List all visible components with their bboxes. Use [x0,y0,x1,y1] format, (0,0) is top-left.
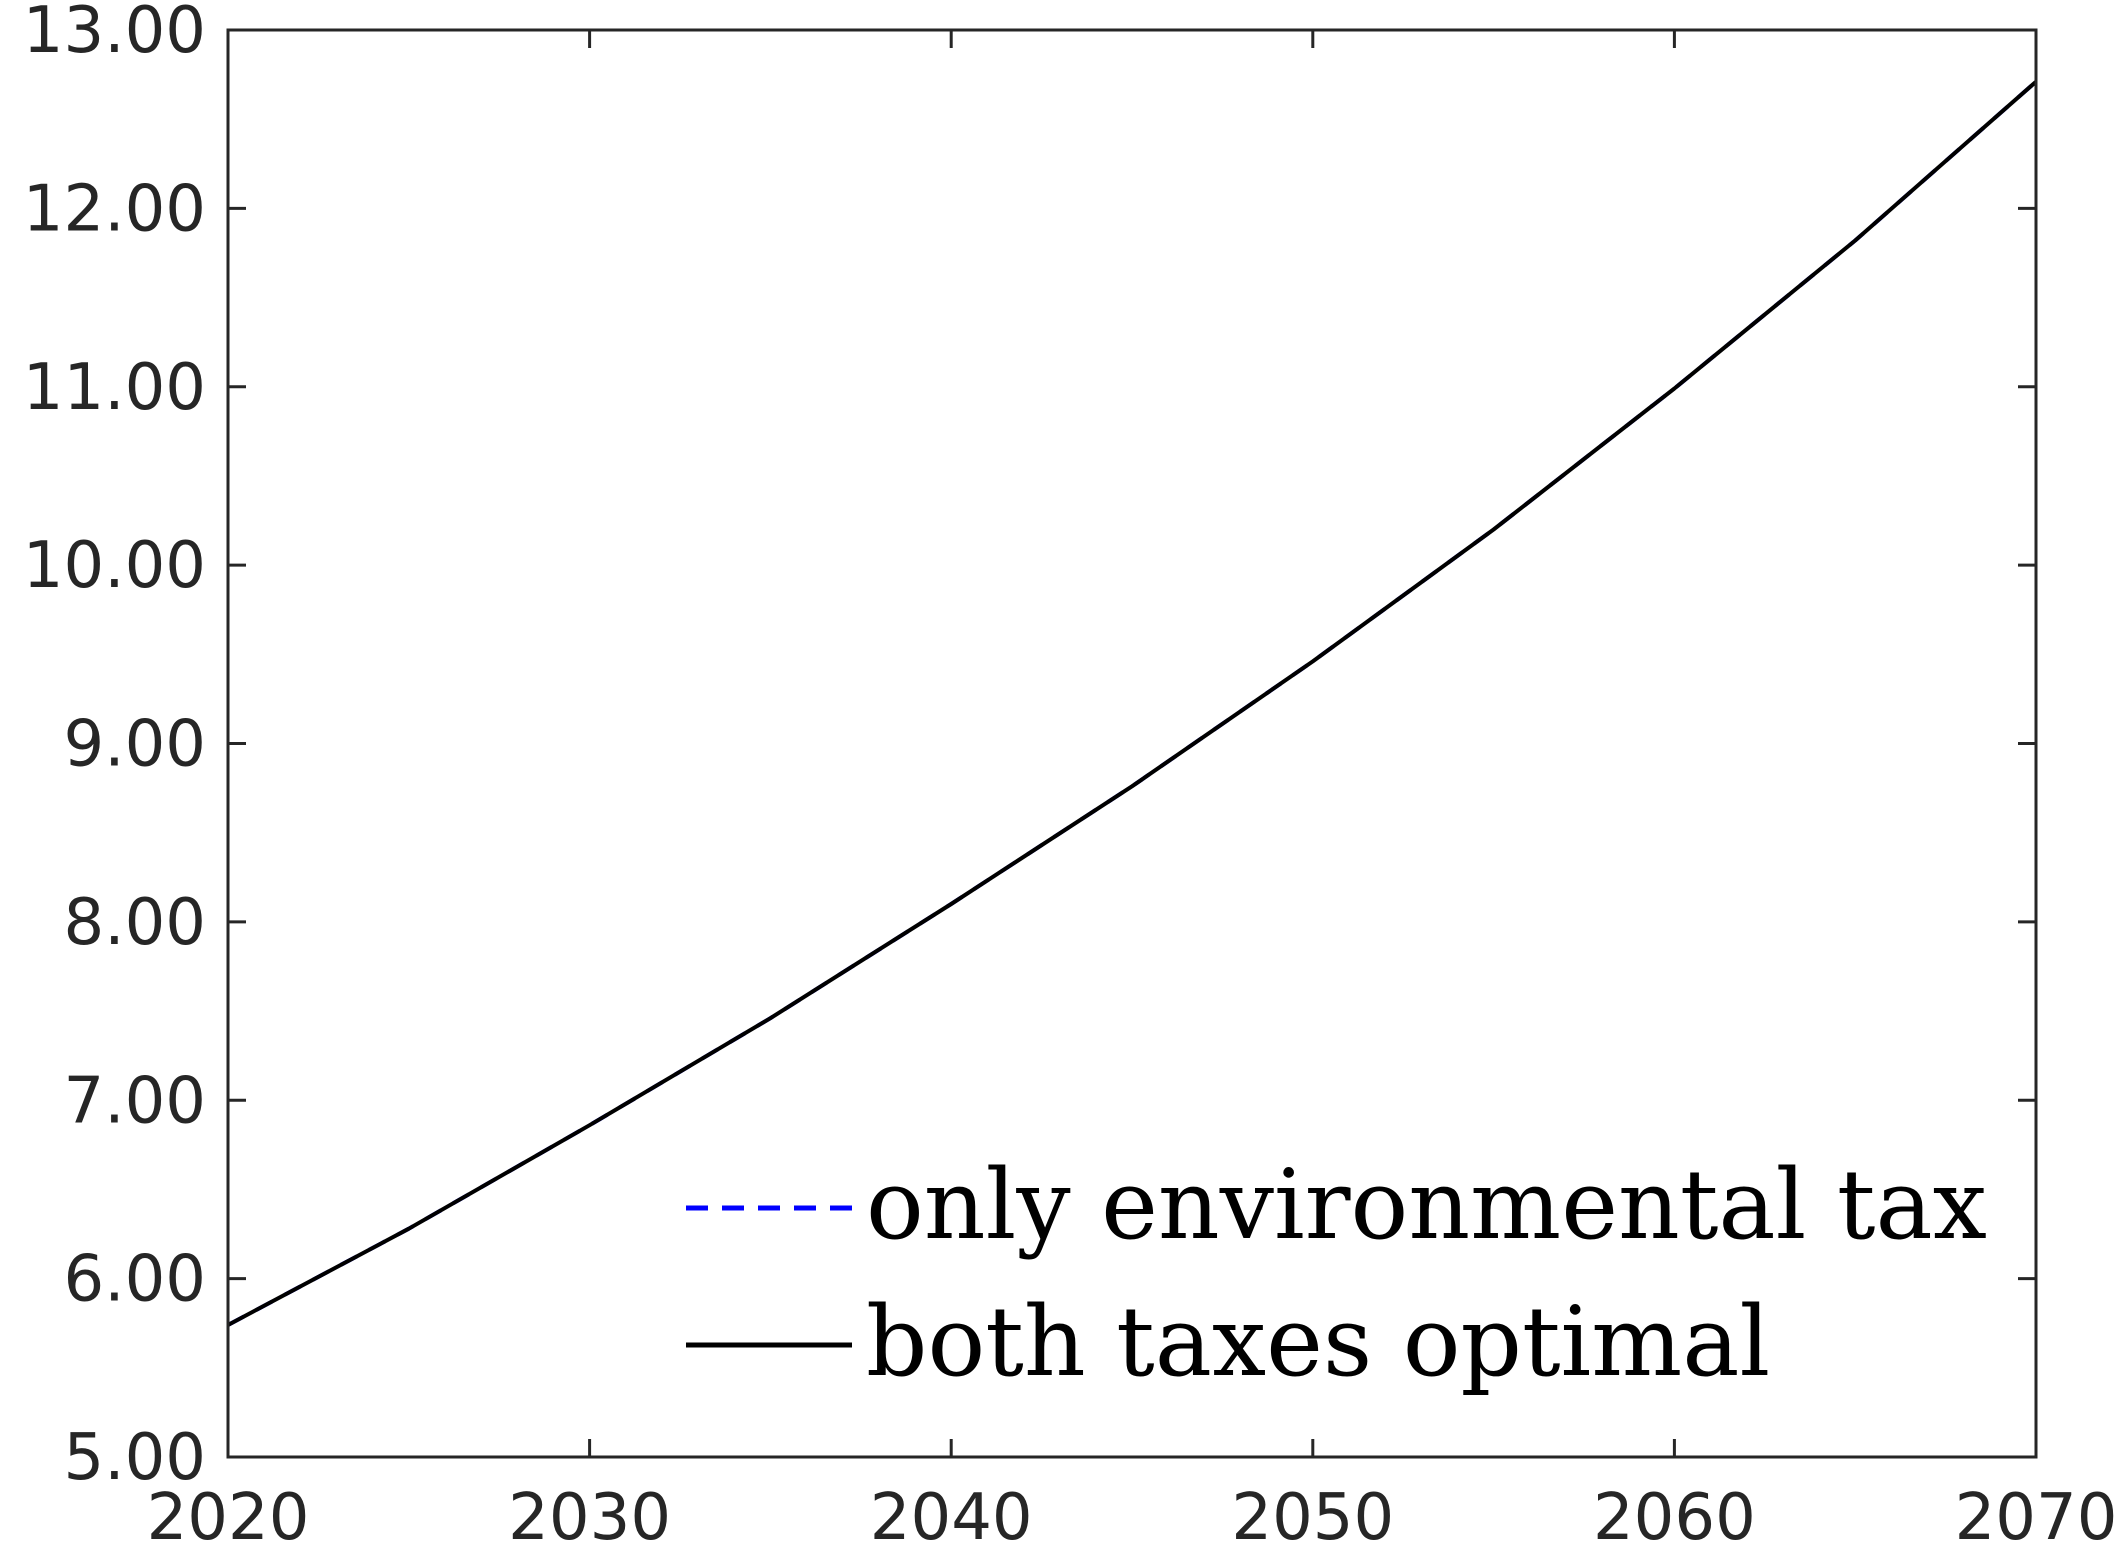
y-tick-label: 12.00 [23,172,206,246]
y-tick-label: 6.00 [64,1243,207,1317]
x-tick-label: 2050 [1231,1481,1394,1554]
y-tick-label: 10.00 [23,529,206,603]
x-tick-label: 2060 [1593,1481,1756,1554]
x-tick-label: 2030 [508,1481,671,1554]
y-tick-label: 8.00 [64,886,207,960]
y-tick-label: 11.00 [23,351,206,425]
legend-label: both taxes optimal [866,1286,1770,1398]
y-tick-label: 7.00 [64,1064,207,1138]
y-axis: 5.00 6.00 7.00 8.00 9.00 10.00 11.00 12.00 13.00 [23,0,2036,1495]
series-layer [227,80,2038,1327]
legend: only environmental tax both taxes optimal [686,1149,1987,1398]
x-tick-label: 2040 [870,1481,1033,1554]
x-tick-label: 2020 [147,1481,310,1554]
series-line-only-environmental-tax [227,80,2038,1327]
y-tick-label: 13.00 [23,0,206,68]
x-tick-label: 2070 [1955,1481,2118,1554]
series-line-both-taxes-optimal [227,80,2038,1327]
y-tick-label: 5.00 [64,1421,207,1495]
legend-label: only environmental tax [866,1149,1987,1261]
x-axis: 2020 2030 2040 2050 2060 2070 [147,30,2118,1554]
y-tick-label: 9.00 [64,708,207,782]
